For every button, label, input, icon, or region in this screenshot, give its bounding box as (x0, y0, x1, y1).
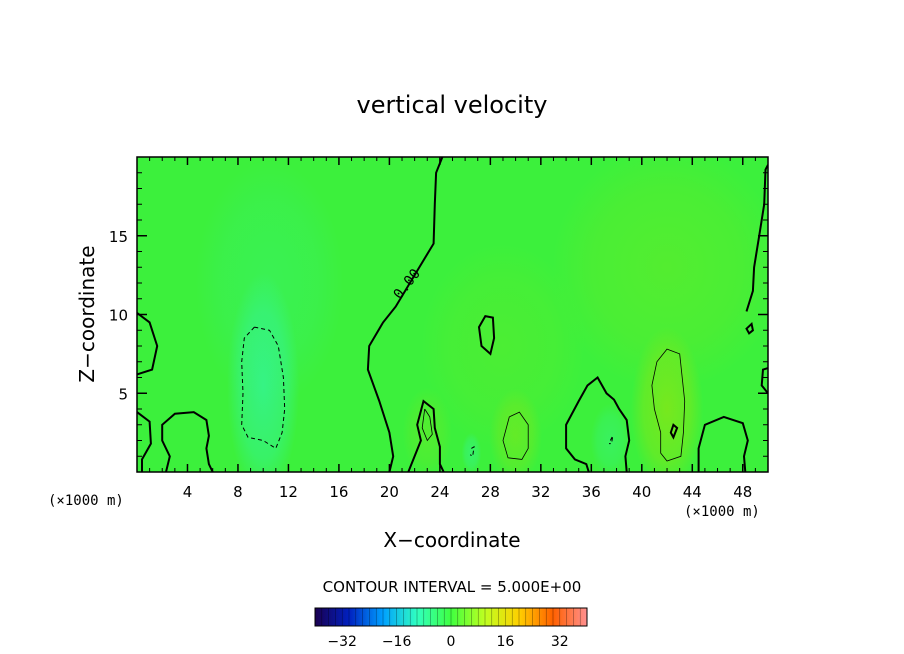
colorbar: −32 −16 0 16 32 (314, 607, 588, 650)
positive-contour (502, 411, 529, 460)
zero-contour (760, 367, 768, 394)
colorbar-ticks: −32 −16 0 16 32 (327, 634, 568, 650)
y-tick-label: 5 (118, 385, 128, 403)
x-tick-label: 12 (279, 483, 298, 501)
colorbar-tick-label: −16 (382, 634, 412, 650)
zero-contour (137, 411, 152, 472)
colorbar-tick-label: 16 (496, 634, 514, 650)
x-unit-right: (×1000 m) (684, 504, 760, 520)
x-axis-ticks: 4 8 12 16 20 24 28 32 36 40 44 48 (149, 157, 756, 501)
velocity-blob (590, 403, 630, 472)
x-tick-label: 24 (430, 483, 449, 501)
colorbar-tick-label: 0 (447, 634, 456, 650)
zero-contour (161, 411, 214, 472)
x-tick-label: 48 (733, 483, 752, 501)
x-tick-label: 16 (329, 483, 348, 501)
x-axis-label: X−coordinate (383, 528, 520, 552)
contour-interval-text: CONTOUR INTERVAL = 5.000E+00 (323, 578, 582, 596)
chart-title: vertical velocity (357, 91, 548, 119)
zero-contour (745, 321, 755, 335)
colorbar-frame (314, 607, 588, 627)
velocity-blob (461, 432, 482, 472)
x-tick-label: 32 (531, 483, 550, 501)
y-axis-ticks: 5 10 15 (109, 172, 768, 457)
velocity-blob (420, 243, 586, 449)
y-tick-label: 15 (109, 228, 128, 246)
x-tick-label: 28 (481, 483, 500, 501)
x-unit-left: (×1000 m) (48, 493, 124, 509)
colorbar-tick-label: 32 (551, 634, 569, 650)
x-tick-label: 44 (683, 483, 702, 501)
x-tick-label: 40 (632, 483, 651, 501)
x-tick-label: 8 (233, 483, 243, 501)
zero-contour (366, 157, 444, 472)
velocity-blob (195, 160, 344, 406)
colorbar-tick-label: −32 (327, 634, 357, 650)
zero-contour (407, 399, 445, 472)
velocity-field (195, 157, 768, 472)
zero-contour (697, 415, 749, 472)
negative-contour (241, 326, 286, 450)
velocity-blob (552, 157, 768, 391)
x-tick-label: 36 (582, 483, 601, 501)
zero-contour (137, 312, 159, 376)
negative-contour (469, 445, 475, 458)
x-tick-label: 4 (183, 483, 193, 501)
y-axis-label: Z−coordinate (75, 245, 99, 382)
zero-contour (477, 314, 496, 356)
negative-contour (609, 435, 614, 445)
colorbar-segments (314, 608, 588, 626)
positive-contour (421, 408, 433, 442)
positive-contour (651, 348, 686, 462)
zero-contour (669, 423, 679, 440)
plot-area: 0.00 (136, 156, 769, 473)
zero-contour (565, 375, 631, 472)
y-tick-label: 10 (109, 307, 128, 325)
x-tick-label: 20 (380, 483, 399, 501)
